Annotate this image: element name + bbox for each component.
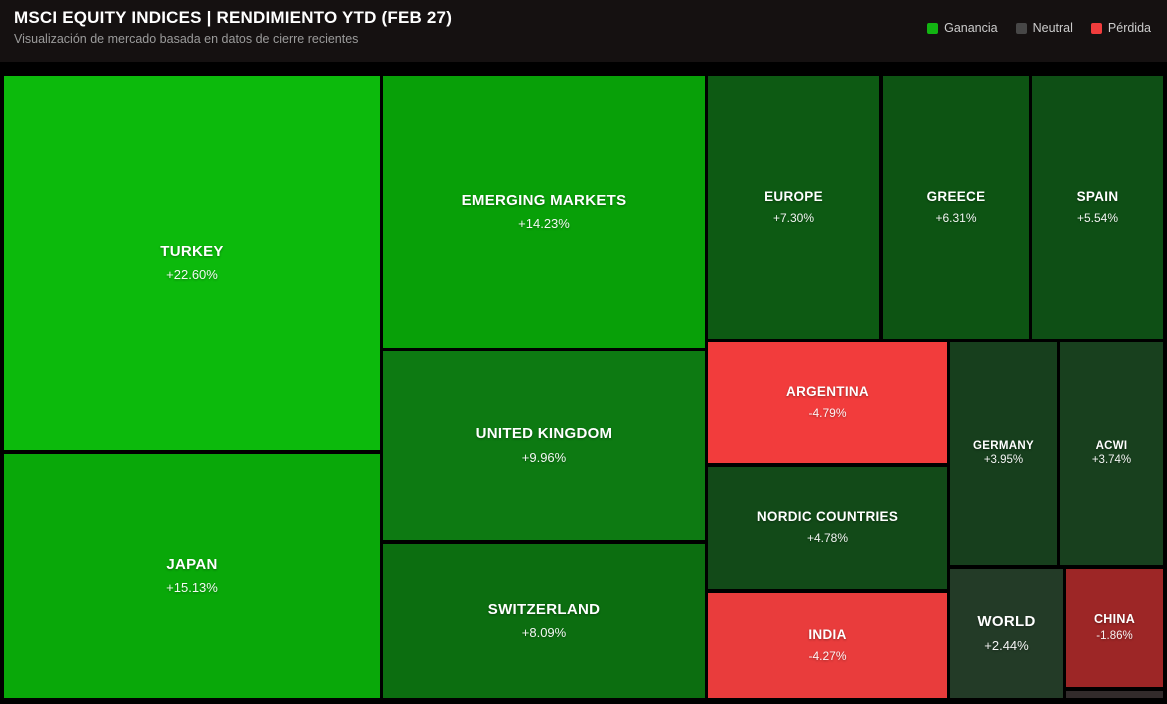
tile-value-label: +4.78% [806, 531, 849, 546]
header: MSCI EQUITY INDICES | RENDIMIENTO YTD (F… [0, 0, 1167, 62]
tile-value-label: +3.95% [983, 454, 1024, 466]
tile-name-label: GERMANY [973, 440, 1034, 453]
tile-name-label: WORLD [977, 613, 1036, 631]
legend-item-perdida: Pérdida [1090, 21, 1151, 35]
header-text: MSCI EQUITY INDICES | RENDIMIENTO YTD (F… [0, 0, 452, 46]
tile-india[interactable]: INDIA -4.27% [708, 593, 947, 698]
legend-label: Neutral [1032, 21, 1073, 35]
tile-europe[interactable]: EUROPE +7.30% [708, 76, 879, 339]
tile-germany[interactable]: GERMANY +3.95% [950, 342, 1057, 565]
tile-value-label: +3.74% [1091, 454, 1132, 466]
tile-value-label: +5.54% [1076, 210, 1119, 225]
tile-name-label: CHINA [1093, 612, 1136, 627]
tile-nordic-countries[interactable]: NORDIC COUNTRIES +4.78% [708, 467, 947, 589]
legend-item-ganancia: Ganancia [927, 21, 998, 35]
tile-acwi[interactable]: ACWI +3.74% [1060, 342, 1163, 565]
treemap: TURKEY +22.60% JAPAN +15.13% EMERGING MARKET… [0, 62, 1167, 704]
tile-spain[interactable]: SPAIN +5.54% [1032, 76, 1163, 339]
tile-united-kingdom[interactable]: UNITED KINGDOM +9.96% [383, 351, 705, 540]
tile-value-label: +2.44% [984, 637, 1029, 653]
legend-swatch-icon [1015, 22, 1027, 34]
tile-world[interactable]: WORLD +2.44% [950, 569, 1063, 698]
tile-name-label: INDIA [808, 626, 847, 642]
tile-name-label: SWITZERLAND [487, 600, 601, 618]
tile-value-label: +22.60% [166, 267, 218, 283]
tile-value-label: +9.96% [521, 449, 567, 465]
legend-label: Pérdida [1107, 21, 1151, 35]
tile-value-label: -1.86% [1096, 630, 1133, 643]
tile-name-label: TURKEY [160, 242, 224, 260]
tile-name-label: JAPAN [166, 555, 218, 573]
tile-japan[interactable]: JAPAN +15.13% [4, 454, 380, 698]
tile-name-label: ARGENTINA [786, 383, 869, 399]
tile-name-label: ACWI [1095, 440, 1128, 453]
legend: Ganancia Neutral Pérdida [927, 0, 1167, 35]
tile-china[interactable]: CHINA -1.86% [1066, 569, 1163, 687]
page-title: MSCI EQUITY INDICES | RENDIMIENTO YTD (F… [14, 8, 453, 27]
tile-name-label: SPAIN [1076, 188, 1119, 204]
tile-name-label: EUROPE [764, 188, 823, 204]
tile-name-label: UNITED KINGDOM [475, 425, 613, 443]
tile-name-label: EMERGING MARKETS [461, 191, 627, 209]
tile-name-label: GREECE [926, 188, 986, 204]
tile-turkey[interactable]: TURKEY +22.60% [4, 76, 380, 450]
legend-item-neutral: Neutral [1015, 21, 1073, 35]
tile-value-label: -4.79% [808, 405, 847, 420]
tile-argentina[interactable]: ARGENTINA -4.79% [708, 342, 947, 463]
tile-value-label: -4.27% [808, 648, 847, 663]
legend-swatch-icon [927, 22, 939, 34]
tile-value-label: +15.13% [166, 580, 218, 596]
tile-value-label: +14.23% [518, 216, 570, 232]
tile-value-label: +7.30% [772, 210, 815, 225]
legend-swatch-icon [1090, 22, 1102, 34]
tile-greece[interactable]: GREECE +6.31% [883, 76, 1029, 339]
tile-emerging-markets[interactable]: EMERGING MARKETS +14.23% [383, 76, 705, 348]
tile-neutral-sliver[interactable] [1066, 691, 1163, 698]
tile-value-label: +8.09% [521, 625, 567, 641]
tile-switzerland[interactable]: SWITZERLAND +8.09% [383, 544, 705, 698]
page-subtitle: Visualización de mercado basada en datos… [14, 31, 359, 46]
tile-value-label: +6.31% [935, 210, 977, 225]
tile-name-label: NORDIC COUNTRIES [756, 509, 899, 525]
legend-label: Ganancia [944, 21, 998, 35]
